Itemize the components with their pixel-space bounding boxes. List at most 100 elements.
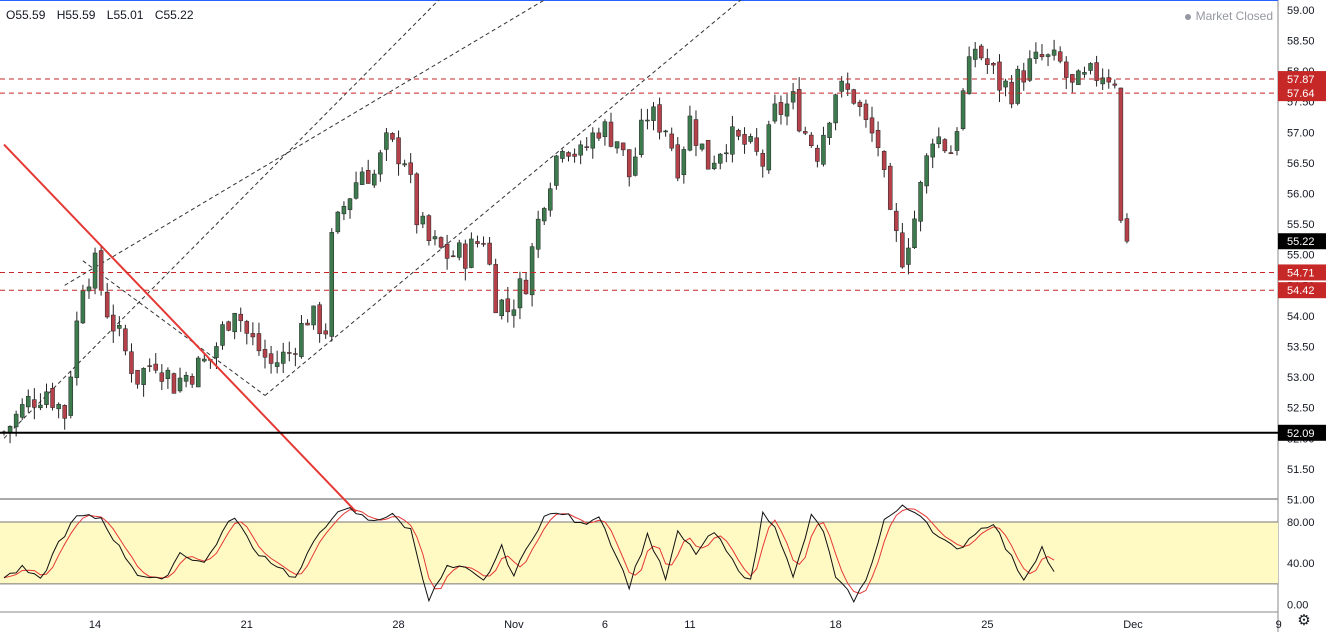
candle-up xyxy=(827,122,832,138)
price-tick-label: 55.00 xyxy=(1287,250,1315,262)
price-tick-label: 53.50 xyxy=(1287,342,1315,354)
candle-up xyxy=(912,218,917,248)
candle-up xyxy=(954,131,960,151)
candle-down xyxy=(887,165,893,210)
candle-down xyxy=(742,134,747,145)
candle-down xyxy=(111,314,116,332)
price-tick-label: 56.50 xyxy=(1287,158,1315,170)
candle-down xyxy=(881,151,887,170)
candle-down xyxy=(1124,218,1130,242)
candle-down xyxy=(487,242,492,265)
candle-up xyxy=(535,218,541,250)
candle-up xyxy=(311,305,316,326)
candle-down xyxy=(268,353,274,364)
candle-down xyxy=(256,333,262,352)
candle-up xyxy=(839,80,844,92)
candle-up xyxy=(548,188,553,211)
low-value: L55.01 xyxy=(106,8,144,22)
candle-up xyxy=(299,323,304,357)
candle-up xyxy=(772,103,778,122)
candle-up xyxy=(663,130,668,133)
price-tick-label: 57.00 xyxy=(1287,127,1315,139)
candle-up xyxy=(220,324,225,346)
candle-up xyxy=(7,426,13,433)
last-price-box xyxy=(1278,233,1326,250)
level-label: 54.71 xyxy=(1287,267,1315,279)
candle-up xyxy=(26,396,31,408)
candle-down xyxy=(796,89,802,132)
candle-up xyxy=(687,115,693,151)
candle-down xyxy=(129,351,134,374)
market-status-label: Market Closed xyxy=(1195,9,1273,23)
candle-down xyxy=(845,83,850,90)
candle-down xyxy=(153,363,158,371)
candle-down xyxy=(505,298,511,313)
stochastic-d-line xyxy=(3,508,1055,595)
candle-up xyxy=(790,91,796,103)
candle-down xyxy=(262,349,268,358)
candle-down xyxy=(159,372,165,382)
time-tick-label: 6 xyxy=(602,619,608,631)
channel-line xyxy=(64,0,546,286)
candle-up xyxy=(353,182,359,199)
candle-up xyxy=(554,155,559,186)
candle-down xyxy=(1094,62,1099,81)
candle-down xyxy=(481,243,486,245)
candle-up xyxy=(177,377,183,392)
candle-down xyxy=(98,250,104,291)
channel-line xyxy=(3,0,440,439)
gear-icon[interactable]: ⚙ xyxy=(1297,612,1311,629)
candle-up xyxy=(384,132,389,150)
candle-up xyxy=(766,124,772,171)
candle-down xyxy=(1106,77,1111,83)
candle-down xyxy=(900,232,905,268)
candle-down xyxy=(1070,74,1075,83)
descending-trendline xyxy=(3,143,357,513)
candle-up xyxy=(183,374,189,382)
candle-down xyxy=(287,352,292,354)
candle-down xyxy=(305,322,310,326)
candle-up xyxy=(748,136,753,142)
price-tick-label: 55.50 xyxy=(1287,219,1315,231)
candle-up xyxy=(335,211,341,233)
candle-down xyxy=(50,387,55,408)
candle-down xyxy=(991,63,996,66)
candle-up xyxy=(1027,58,1033,81)
candle-up xyxy=(930,143,935,158)
candle-up xyxy=(711,162,717,169)
candle-up xyxy=(195,357,201,388)
candle-up xyxy=(833,94,838,124)
candle-down xyxy=(669,133,674,149)
candle-up xyxy=(499,299,504,317)
candle-up xyxy=(372,173,377,186)
ohlc-readout: O55.59 H55.59 L55.01 C55.22 xyxy=(6,8,202,22)
candle-down xyxy=(1021,70,1027,83)
candles xyxy=(1,39,1130,444)
time-tick-label: 21 xyxy=(241,619,253,631)
candle-down xyxy=(608,121,614,147)
candle-down xyxy=(675,144,681,179)
candle-up xyxy=(918,182,923,222)
level-label-box xyxy=(1278,85,1326,102)
candle-up xyxy=(341,205,347,215)
candle-up xyxy=(13,413,19,428)
candle-up xyxy=(92,252,98,289)
candle-up xyxy=(378,152,383,175)
candle-up xyxy=(359,171,365,185)
candle-down xyxy=(851,89,857,104)
candle-up xyxy=(1076,70,1081,85)
time-tick-label: 28 xyxy=(392,619,404,631)
candle-up xyxy=(602,121,608,138)
candle-up xyxy=(645,119,650,122)
candle-up xyxy=(80,290,86,324)
candle-down xyxy=(1057,51,1063,62)
candle-down xyxy=(1039,54,1045,58)
candle-up xyxy=(724,152,729,155)
candle-up xyxy=(730,126,735,155)
time-tick-label: 11 xyxy=(684,619,695,631)
candle-down xyxy=(1118,87,1124,221)
candle-down xyxy=(802,131,808,134)
candle-down xyxy=(626,149,632,178)
candle-down xyxy=(875,130,881,148)
